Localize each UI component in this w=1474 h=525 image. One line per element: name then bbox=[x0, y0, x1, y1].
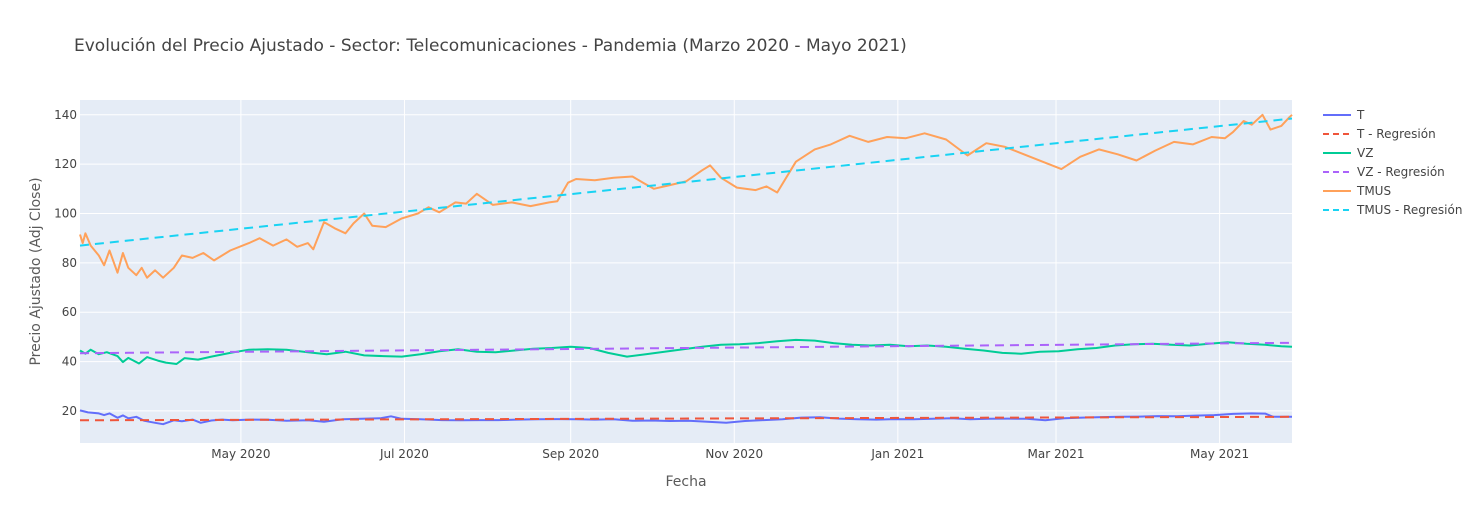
x-axis-ticks: May 2020 Jul 2020 Sep 2020 Nov 2020 Jan 2021… bbox=[211, 447, 1249, 461]
legend-label: VZ - Regresión bbox=[1357, 165, 1445, 179]
legend-label: TMUS - Regresión bbox=[1356, 203, 1462, 217]
series-line-tmus-regresi-n bbox=[79, 117, 1293, 247]
y-tick-label: 80 bbox=[62, 256, 77, 270]
legend[interactable]: T T - Regresión VZ VZ - Regresión TMUS TMUS -… bbox=[1323, 108, 1462, 217]
y-tick-label: 20 bbox=[62, 404, 77, 418]
x-tick-label: May 2021 bbox=[1190, 447, 1249, 461]
x-tick-label: Mar 2021 bbox=[1028, 447, 1085, 461]
y-axis-title: Precio Ajustado (Adj Close) bbox=[28, 177, 44, 365]
plot-area bbox=[80, 100, 1292, 443]
x-tick-label: Jul 2020 bbox=[379, 447, 429, 461]
legend-item[interactable]: TMUS bbox=[1323, 184, 1391, 198]
legend-item[interactable]: VZ - Regresión bbox=[1323, 165, 1445, 179]
series-lines bbox=[79, 113, 1293, 426]
series-line-t-regresi-n bbox=[79, 415, 1293, 422]
chart-title: Evolución del Precio Ajustado - Sector: … bbox=[74, 36, 907, 56]
series-line-tmus bbox=[79, 113, 1293, 279]
x-tick-label: Sep 2020 bbox=[542, 447, 599, 461]
legend-label: TMUS bbox=[1356, 184, 1391, 198]
gridlines bbox=[80, 100, 1292, 443]
y-tick-label: 120 bbox=[54, 157, 77, 171]
legend-item[interactable]: T bbox=[1323, 108, 1365, 122]
y-tick-label: 140 bbox=[54, 108, 77, 122]
legend-label: T - Regresión bbox=[1356, 127, 1436, 141]
legend-item[interactable]: T - Regresión bbox=[1323, 127, 1436, 141]
y-axis-ticks: 20 40 60 80 100 120 140 bbox=[54, 108, 77, 418]
legend-label: T bbox=[1356, 108, 1365, 122]
legend-item[interactable]: TMUS - Regresión bbox=[1323, 203, 1462, 217]
series-line-vz bbox=[79, 338, 1293, 365]
x-axis-title: Fecha bbox=[665, 474, 706, 490]
legend-label: VZ bbox=[1357, 146, 1373, 160]
y-tick-label: 40 bbox=[62, 355, 77, 369]
x-tick-label: Jan 2021 bbox=[870, 447, 924, 461]
series-line-vz-regresi-n bbox=[79, 341, 1293, 355]
x-tick-label: Nov 2020 bbox=[705, 447, 763, 461]
y-tick-label: 100 bbox=[54, 207, 77, 221]
y-tick-label: 60 bbox=[62, 305, 77, 319]
legend-item[interactable]: VZ bbox=[1323, 146, 1373, 160]
x-tick-label: May 2020 bbox=[211, 447, 270, 461]
